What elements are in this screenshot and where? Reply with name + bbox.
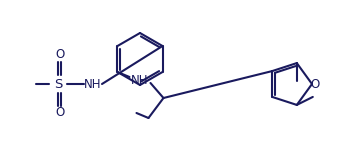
Text: O: O — [310, 78, 320, 90]
Text: O: O — [55, 49, 64, 61]
Text: NH: NH — [84, 78, 102, 90]
Text: S: S — [54, 78, 62, 90]
Text: NH: NH — [131, 73, 148, 86]
Text: O: O — [55, 107, 64, 119]
